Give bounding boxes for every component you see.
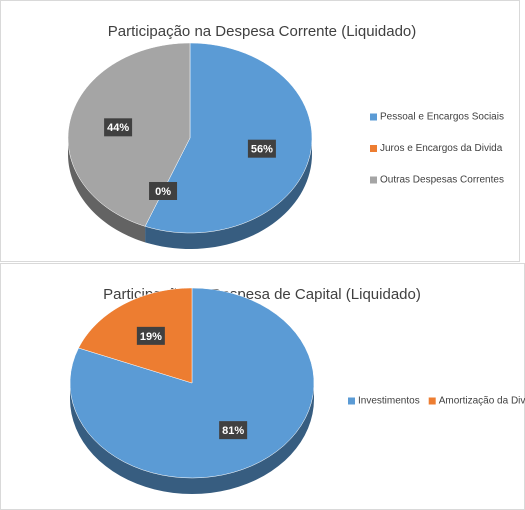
- data-label-box: [219, 421, 248, 440]
- data-label-box: [136, 326, 165, 345]
- slice-side: [68, 138, 146, 243]
- legend-label: Pessoal e Encargos Sociais: [380, 112, 504, 123]
- slice-side: [145, 138, 312, 249]
- legend-swatch: [348, 397, 355, 405]
- legend-swatch: [428, 397, 436, 405]
- data-label: 0%: [155, 186, 171, 198]
- data-label: 56%: [251, 144, 273, 156]
- data-label: 81%: [222, 425, 244, 437]
- data-label-box: [149, 181, 178, 200]
- legend-swatch: [370, 113, 377, 121]
- legend-swatch: [370, 176, 377, 184]
- data-label-box: [247, 139, 276, 158]
- legend-swatch: [370, 145, 377, 152]
- legend-label: Outras Despesas Correntes: [380, 175, 504, 186]
- data-label-box: [104, 118, 133, 137]
- data-label: 44%: [107, 122, 129, 134]
- chart-title: Participação na Despesa Corrente (Liquid…: [108, 23, 417, 40]
- slice-side: [70, 383, 314, 494]
- slice: [78, 287, 193, 384]
- legend-label: Juros e Encargos da Divida: [380, 143, 503, 154]
- data-label: 19%: [140, 331, 162, 343]
- slice: [144, 42, 313, 234]
- legend-label: Investimentos: [358, 396, 420, 407]
- legend-label: Amortização da Divida: [439, 396, 525, 407]
